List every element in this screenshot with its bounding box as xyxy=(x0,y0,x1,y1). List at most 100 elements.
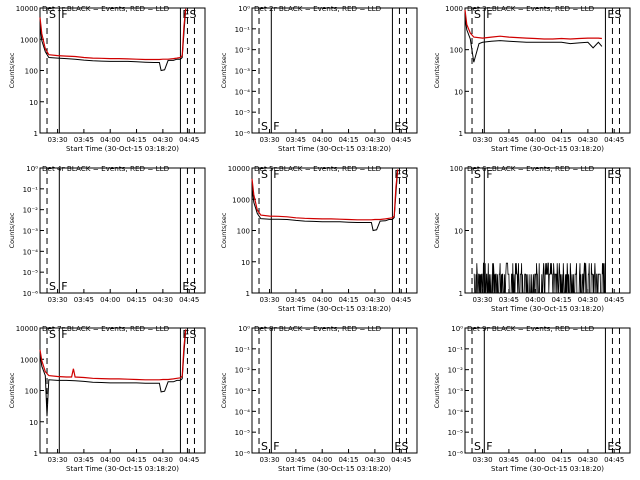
x-tick-label: 03:45 xyxy=(499,136,519,144)
y-tick-label: 10⁻⁶ xyxy=(23,290,39,298)
y-tick-label: 10 xyxy=(29,99,38,107)
x-axis-label: Start Time (30-Oct-15 03:18:20) xyxy=(491,465,604,473)
y-tick-label: 100 xyxy=(450,165,463,173)
x-tick-label: 04:00 xyxy=(100,136,120,144)
detector-plot-2: Det 2r BLACK = Events, RED = LLD10⁻⁶10⁻⁵… xyxy=(220,4,418,153)
y-tick-label: 10⁻⁴ xyxy=(235,408,251,416)
x-tick-label: 04:15 xyxy=(551,296,571,304)
x-tick-label: 04:30 xyxy=(153,456,173,464)
y-tick-label: 10 xyxy=(454,88,463,96)
marker-label: S xyxy=(401,168,408,181)
y-tick-label: 1 xyxy=(34,130,38,138)
x-tick-label: 04:30 xyxy=(365,136,385,144)
marker-label: S xyxy=(189,328,196,341)
x-tick-label: 03:45 xyxy=(286,296,306,304)
marker-label: F xyxy=(61,328,67,341)
marker-label: F xyxy=(61,8,67,21)
x-tick-label: 04:30 xyxy=(365,296,385,304)
marker-label: S xyxy=(49,8,56,21)
y-axis-label: Counts/sec xyxy=(220,52,228,88)
marker-label: S xyxy=(474,8,481,21)
x-tick-label: 04:15 xyxy=(126,136,146,144)
series-line-events xyxy=(39,330,187,417)
x-tick-label: 04:15 xyxy=(338,136,358,144)
detector-plot-7: Det 7r BLACK = Events, RED = LLD11010010… xyxy=(8,324,206,473)
x-tick-label: 04:45 xyxy=(179,296,199,304)
y-tick-label: 10⁰ xyxy=(26,165,38,173)
x-tick-label: 04:45 xyxy=(604,456,624,464)
x-tick-label: 04:00 xyxy=(525,296,545,304)
y-tick-label: 10⁻⁶ xyxy=(235,130,251,138)
x-tick-label: 03:45 xyxy=(74,136,94,144)
y-tick-label: 10⁰ xyxy=(238,5,250,13)
y-axis-label: Counts/sec xyxy=(8,372,16,408)
marker-label: S xyxy=(474,440,481,453)
y-axis-label: Counts/sec xyxy=(220,212,228,248)
y-tick-label: 10⁻⁵ xyxy=(235,109,251,117)
y-axis-label: Counts/sec xyxy=(220,372,228,408)
y-tick-label: 1 xyxy=(34,450,38,458)
detector-plot-9: Det 9r BLACK = Events, RED = LLD10⁻⁶10⁻⁵… xyxy=(433,324,631,473)
x-tick-label: 04:00 xyxy=(312,456,332,464)
x-tick-label: 03:30 xyxy=(259,296,279,304)
x-tick-label: 04:45 xyxy=(391,456,411,464)
x-tick-label: 04:15 xyxy=(551,456,571,464)
x-tick-label: 03:30 xyxy=(472,136,492,144)
series-line-events xyxy=(39,9,187,72)
x-tick-label: 03:30 xyxy=(259,136,279,144)
y-tick-label: 10⁻⁴ xyxy=(235,88,251,96)
x-tick-label: 03:30 xyxy=(47,456,67,464)
marker-label: F xyxy=(486,8,492,21)
y-tick-label: 1000 xyxy=(20,356,38,364)
x-tick-label: 03:30 xyxy=(472,456,492,464)
x-tick-label: 04:00 xyxy=(100,296,120,304)
marker-label: F xyxy=(486,440,492,453)
x-tick-label: 04:45 xyxy=(604,296,624,304)
y-tick-label: 1 xyxy=(459,130,463,138)
x-tick-label: 03:45 xyxy=(286,136,306,144)
y-tick-label: 100 xyxy=(25,68,38,76)
marker-label: E xyxy=(182,280,189,293)
x-tick-label: 04:30 xyxy=(578,296,598,304)
marker-label: F xyxy=(273,440,279,453)
y-tick-label: 10⁻² xyxy=(235,367,251,375)
marker-label: E xyxy=(182,8,189,21)
marker-label: S xyxy=(474,168,481,181)
y-tick-label: 10⁻² xyxy=(448,367,464,375)
y-tick-label: 10⁰ xyxy=(238,325,250,333)
x-tick-label: 04:30 xyxy=(578,456,598,464)
y-tick-label: 1 xyxy=(246,290,250,298)
y-axis-label: Counts/sec xyxy=(433,212,441,248)
marker-label: S xyxy=(261,440,268,453)
y-tick-label: 100 xyxy=(237,228,250,236)
marker-label: E xyxy=(607,8,614,21)
y-tick-label: 10 xyxy=(29,419,38,427)
y-tick-label: 10 xyxy=(454,228,463,236)
y-tick-label: 10⁻⁵ xyxy=(23,269,39,277)
marker-label: S xyxy=(614,8,621,21)
x-tick-label: 04:45 xyxy=(391,136,411,144)
x-tick-label: 04:00 xyxy=(312,136,332,144)
marker-label: E xyxy=(394,440,401,453)
series-line-lld xyxy=(39,329,187,381)
series-line-lld xyxy=(251,169,399,221)
y-tick-label: 10⁻⁴ xyxy=(23,248,39,256)
detector-plot-6: Det 6r BLACK = Events, RED = LLD110100Co… xyxy=(433,164,631,313)
y-tick-label: 10⁻² xyxy=(235,47,251,55)
marker-label: S xyxy=(189,280,196,293)
y-tick-label: 10⁻³ xyxy=(23,228,39,236)
y-tick-label: 10⁻⁵ xyxy=(235,429,251,437)
marker-label: E xyxy=(394,168,401,181)
y-axis-label: Counts/sec xyxy=(8,212,16,248)
y-tick-label: 10⁰ xyxy=(451,325,463,333)
y-tick-label: 100 xyxy=(450,47,463,55)
y-tick-label: 10000 xyxy=(16,325,38,333)
detector-plot-4: Det 4r BLACK = Events, RED = LLD10⁻⁶10⁻⁵… xyxy=(8,164,206,304)
x-tick-label: 04:15 xyxy=(126,456,146,464)
y-tick-label: 10000 xyxy=(228,165,250,173)
x-tick-label: 03:45 xyxy=(74,296,94,304)
marker-label: S xyxy=(189,8,196,21)
x-tick-label: 03:45 xyxy=(499,456,519,464)
x-tick-label: 03:30 xyxy=(259,456,279,464)
